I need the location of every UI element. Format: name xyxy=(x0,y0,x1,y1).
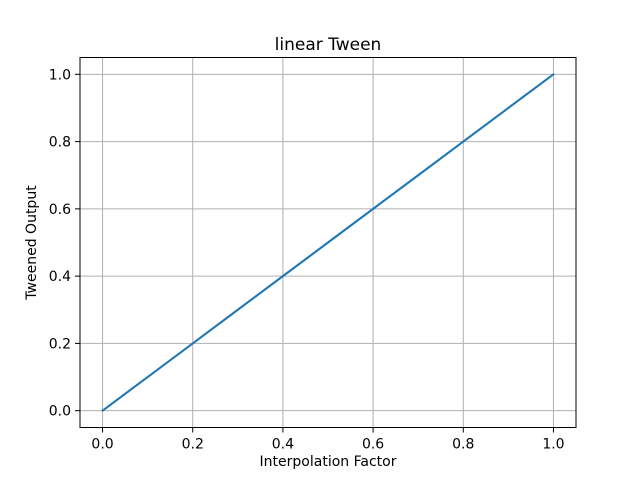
y-axis-label: Tweened Output xyxy=(24,185,40,301)
x-tick-label: 0.6 xyxy=(362,437,384,453)
tick-mark-layer xyxy=(75,73,554,433)
y-tick-label: 0.4 xyxy=(49,269,71,285)
x-tick-label: 0.0 xyxy=(91,437,113,453)
chart-title: linear Tween xyxy=(275,35,382,55)
tween-line-series xyxy=(101,73,555,412)
y-tick-label: 0.8 xyxy=(49,135,71,151)
x-axis-label: Interpolation Factor xyxy=(260,454,397,470)
y-tick-label: 1.0 xyxy=(49,67,71,83)
y-tick-label: 0.2 xyxy=(49,336,71,352)
tick-label-layer: 0.0 0.2 0.4 0.6 0.8 1.0 0.0 0.2 0.4 0.6 0.8 1.0 xyxy=(49,67,565,452)
line-series-layer xyxy=(101,73,555,412)
x-tick-label: 0.4 xyxy=(272,437,294,453)
x-tick-label: 0.8 xyxy=(452,437,474,453)
y-tick-label: 0.0 xyxy=(49,404,71,420)
plot-frame xyxy=(79,57,577,428)
grid-layer xyxy=(80,57,576,428)
x-tick-label: 1.0 xyxy=(542,437,564,453)
y-tick-label: 0.6 xyxy=(49,202,71,218)
x-tick-label: 0.2 xyxy=(182,437,204,453)
